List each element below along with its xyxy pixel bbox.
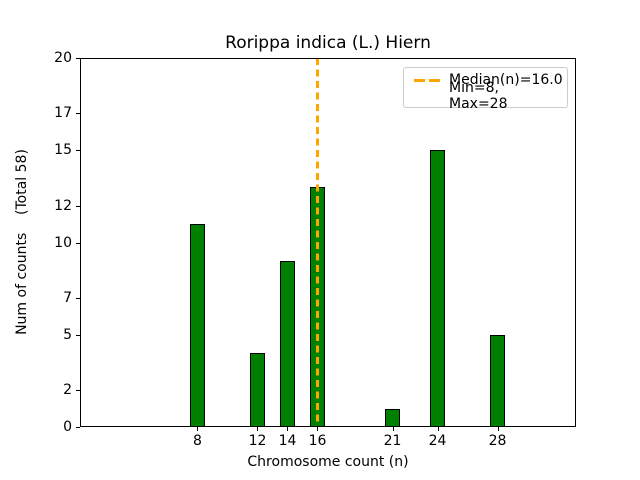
y-axis-label: Num of counts (Total 58) xyxy=(14,149,30,335)
plot-area: 0 2 5 7 10 12 15 17 20 8 12 14 16 21 24 28 Median(n)=1… xyxy=(54,51,576,448)
x-tick-mark xyxy=(392,427,394,431)
x-tick-mark xyxy=(497,427,499,431)
bar-x14 xyxy=(279,260,295,427)
x-tick-label: 12 xyxy=(248,433,267,449)
y-tick-mark xyxy=(76,242,80,244)
x-tick-mark xyxy=(437,427,439,431)
chart-title: Rorippa indica (L.) Hiern xyxy=(225,33,431,53)
x-axis-label: Chromosome count (n) xyxy=(247,454,409,470)
x-tick-mark xyxy=(197,427,199,431)
y-tick-mark xyxy=(76,390,80,392)
y-tick-label: 5 xyxy=(63,326,72,343)
x-tick-label: 24 xyxy=(428,433,447,449)
y-tick-label: 2 xyxy=(63,382,72,399)
y-tick-mark xyxy=(76,297,80,299)
x-tick-label: 14 xyxy=(278,433,297,449)
y-tick-mark xyxy=(76,113,80,115)
x-tick-mark xyxy=(317,427,319,431)
legend-entry-minmax: Min=8, Max=28 xyxy=(449,80,559,112)
y-tick-label: 7 xyxy=(63,289,72,306)
y-tick-mark xyxy=(76,150,80,152)
y-tick-label: 20 xyxy=(54,50,72,66)
legend-median-label: Median(n)=16.0 xyxy=(449,72,563,88)
bar-x21 xyxy=(385,408,400,427)
bar-x28 xyxy=(490,334,506,427)
y-tick-mark xyxy=(76,58,80,59)
legend: Median(n)=16.0 Min=8, Max=28 xyxy=(403,67,568,112)
y-tick-label: 17 xyxy=(54,105,72,122)
legend-minmax-label: Min=8, Max=28 xyxy=(449,80,508,112)
x-tick-label: 21 xyxy=(383,433,402,449)
y-tick-label: 10 xyxy=(54,234,72,251)
x-tick-mark xyxy=(257,427,259,431)
dashed-line-icon xyxy=(414,78,440,82)
x-tick-mark xyxy=(287,427,289,431)
y-tick-mark xyxy=(76,427,80,428)
x-tick-label: 8 xyxy=(193,433,202,449)
x-tick-label: 28 xyxy=(488,433,507,449)
bar-x24 xyxy=(430,150,446,427)
median-line xyxy=(315,58,319,427)
y-tick-mark xyxy=(76,334,80,336)
y-tick-label: 12 xyxy=(54,197,72,214)
y-tick-label: 0 xyxy=(63,419,72,435)
bar-x8 xyxy=(189,224,205,427)
y-tick-mark xyxy=(76,205,80,207)
legend-entry-median: Median(n)=16.0 xyxy=(414,72,563,88)
x-tick-label: 16 xyxy=(308,433,327,449)
y-tick-label: 15 xyxy=(54,142,72,159)
bar-x12 xyxy=(249,353,265,427)
